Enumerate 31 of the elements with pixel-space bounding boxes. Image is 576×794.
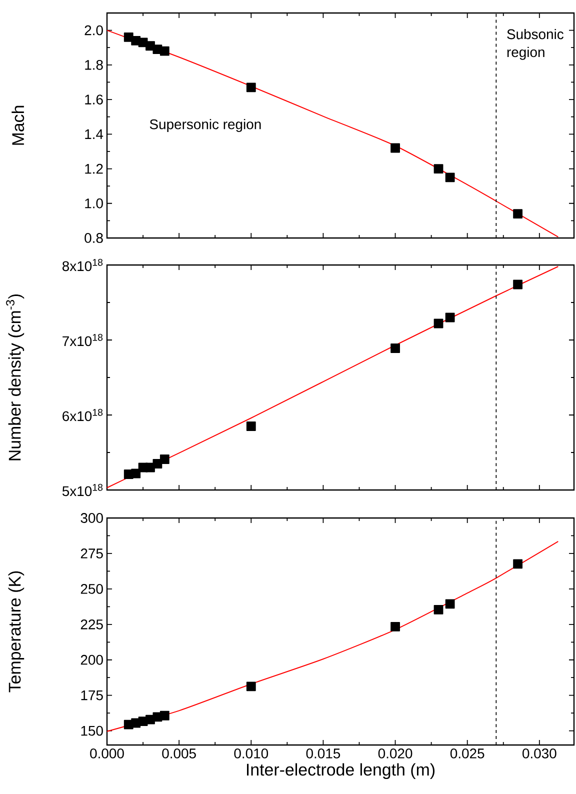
y-tick-label: 300 [80, 513, 103, 523]
y-tick-label: 0.8 [84, 233, 103, 243]
x-axis-title: Inter-electrode length (m) [246, 763, 434, 780]
x-tick-label: 0.005 [162, 748, 196, 758]
y-tick-label: 200 [80, 654, 103, 665]
y-tick-label: 1.8 [85, 60, 103, 70]
y-tick-label: 1.6 [85, 94, 103, 104]
y-axis-title: Mach [12, 106, 24, 145]
y-tick-label: 150 [81, 726, 103, 736]
y-tick-label: 1.4 [85, 129, 104, 139]
annotation: Subsonic region [507, 28, 564, 60]
y-tick-label: 275 [80, 548, 103, 558]
x-tick-label: 0.000 [90, 748, 124, 758]
x-tick-label: 0.020 [378, 748, 412, 758]
x-tick-label: 0.025 [450, 748, 484, 758]
x-tick-label: 0.010 [234, 748, 268, 758]
y-tick-label: 175 [81, 690, 103, 700]
y-axis-title: Number density (cm$^{-3}$) [6, 294, 24, 460]
y-tick-label: 7x10$^{18}$ [62, 334, 103, 346]
y-tick-label: 8x10$^{18}$ [62, 258, 103, 272]
y-tick-label: 250 [80, 584, 103, 594]
annotation: Supersonic region [150, 118, 261, 132]
x-tick-label: 0.030 [522, 748, 556, 758]
y-tick-label: 6x10$^{18}$ [62, 408, 103, 422]
y-tick-label: 225 [80, 619, 103, 630]
y-tick-label: 1.2 [85, 164, 103, 174]
x-tick-label: 0.015 [306, 748, 340, 758]
y-tick-label: 5x10$^{18}$ [62, 484, 103, 496]
y-tick-label: 1.0 [85, 198, 103, 208]
y-tick-label: 2.0 [84, 25, 103, 36]
y-axis-title: Temperature (K) [8, 571, 24, 692]
